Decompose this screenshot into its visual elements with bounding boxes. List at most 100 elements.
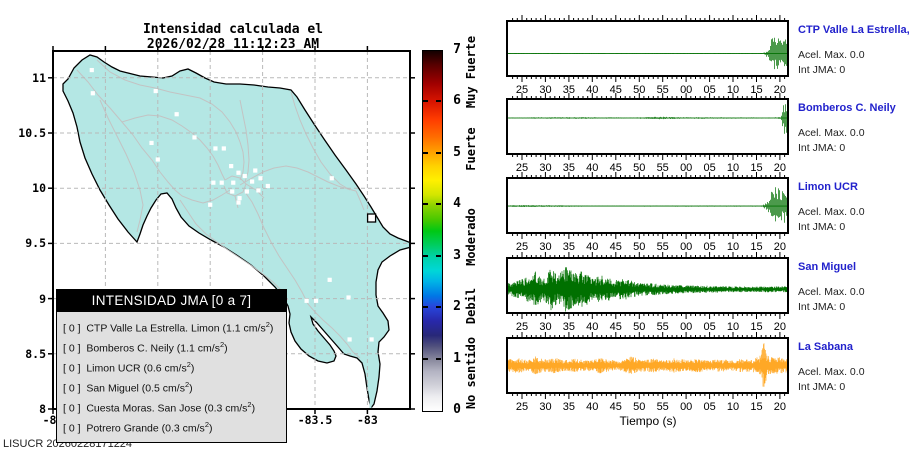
- road-line: [179, 199, 289, 301]
- station-marker: [256, 188, 261, 193]
- station-marker: [192, 135, 197, 140]
- time-tick-label: 05: [703, 401, 716, 413]
- waveform: [507, 104, 788, 134]
- station-marker: [219, 180, 224, 185]
- station-name: Bomberos C. Neily: [798, 102, 896, 114]
- seismogram-trace-plot: [506, 15, 789, 82]
- time-tick-label: 35: [562, 241, 576, 253]
- time-tick-label: 25: [515, 401, 529, 413]
- time-tick-label: 20: [773, 241, 787, 253]
- time-tick-label: 45: [609, 84, 622, 96]
- time-tick-label: 25: [515, 241, 529, 253]
- station-int-jma: Int JMA: 0: [798, 221, 846, 233]
- station-acel-max: Acel. Max. 0.0: [798, 127, 865, 139]
- station-marker: [236, 170, 241, 175]
- time-axis-labels: 25 30 35 40 45 50 55 00 05 10 15 20: [506, 241, 806, 254]
- station-marker: [346, 295, 351, 300]
- time-tick-label: 50: [633, 321, 646, 333]
- waveform: [507, 187, 788, 223]
- station-marker: [253, 168, 258, 173]
- time-tick-label: 40: [586, 401, 599, 413]
- time-axis-labels: 25 30 35 40 45 50 55 00 05 10 15 20: [506, 84, 806, 97]
- colorbar-number: 5: [453, 144, 461, 160]
- time-tick-label: 35: [562, 162, 576, 174]
- legend-station-list: [ 0 ] CTP Valle La Estrella. Limon (1.1 …: [57, 312, 286, 442]
- road-line: [121, 114, 226, 181]
- colorbar-tick: [436, 100, 441, 103]
- colorbar-label: Muy Fuerte: [464, 36, 478, 109]
- y-tick-label: 8: [39, 402, 46, 416]
- colorbar-number: 4: [453, 196, 461, 212]
- time-tick-label: 00: [680, 401, 693, 413]
- time-tick-label: 05: [703, 241, 716, 253]
- station-name: San Miguel: [798, 261, 857, 273]
- y-tick-label: 8.5: [25, 346, 46, 361]
- legend-item: [ 0 ] Potrero Grande (0.3 cm/s2): [63, 419, 213, 435]
- road-line: [99, 99, 144, 233]
- time-tick-label: 55: [656, 241, 669, 253]
- road-line: [96, 59, 245, 181]
- legend-item: [ 0 ] Limon UCR (0.6 cm/s2): [63, 359, 195, 375]
- colorbar-tick: [423, 100, 428, 103]
- station-marker: [236, 200, 241, 205]
- time-tick-label: 05: [703, 321, 716, 333]
- colorbar-tick: [423, 254, 428, 257]
- trace-frame: [506, 98, 789, 155]
- road-line: [239, 99, 250, 183]
- time-tick-label: 35: [562, 321, 576, 333]
- time-tick-label: 45: [609, 162, 622, 174]
- colorbar-number: 1: [453, 350, 461, 366]
- time-tick-label: 15: [750, 241, 763, 253]
- station-marker: [155, 157, 160, 162]
- trace-frame: [506, 20, 789, 77]
- station-acel-max: Acel. Max. 0.0: [798, 286, 865, 298]
- station-marker: [369, 337, 374, 342]
- waveform: [507, 343, 788, 387]
- time-tick-label: 50: [633, 401, 646, 413]
- time-tick-label: 55: [656, 84, 669, 96]
- station-name: CTP Valle La Estrella, L: [798, 24, 910, 36]
- station-marker: [329, 176, 334, 181]
- legend-item: [ 0 ] San Miguel (0.5 cm/s2): [63, 379, 193, 395]
- time-tick-label: 30: [539, 321, 552, 333]
- time-tick-label: 30: [539, 84, 552, 96]
- time-tick-label: 10: [726, 162, 740, 174]
- time-tick-label: 25: [515, 84, 529, 96]
- time-tick-label: 25: [515, 321, 529, 333]
- time-tick-label: 00: [680, 241, 693, 253]
- x-tick-label: -83.5: [297, 413, 333, 427]
- station-marker: [231, 180, 236, 185]
- time-tick-label: 10: [726, 84, 740, 96]
- station-marker: [90, 91, 95, 96]
- time-tick-label: 20: [773, 321, 787, 333]
- time-tick-label: 00: [680, 84, 693, 96]
- colorbar-number: 7: [453, 42, 461, 57]
- time-ticks: [512, 15, 786, 82]
- time-tick-label: 35: [562, 401, 576, 413]
- time-ticks: [512, 172, 786, 239]
- time-tick-label: 20: [773, 84, 787, 96]
- station-int-jma: Int JMA: 0: [798, 381, 846, 393]
- time-tick-label: 15: [750, 321, 763, 333]
- costa-rica-intensity-map: [48, 46, 415, 414]
- legend-item: [ 0 ] CTP Valle La Estrella. Limon (1.1 …: [63, 320, 274, 335]
- time-axis-labels: 25 30 35 40 45 50 55 00 05 10 15 20: [506, 401, 806, 414]
- colorbar-tick: [436, 254, 441, 257]
- colorbar-tick: [423, 203, 428, 206]
- map-title: Intensidad calculada el 2026/02/28_11:12…: [142, 22, 323, 52]
- colorbar-tick: [436, 306, 441, 309]
- colorbar-tick: [436, 357, 441, 360]
- colorbar-number: 0: [453, 402, 461, 417]
- station-marker: [327, 277, 332, 282]
- station-marker: [265, 183, 270, 189]
- station-name: La Sabana: [798, 341, 854, 353]
- time-tick-label: 55: [656, 321, 669, 333]
- station-name: Limon UCR: [798, 181, 858, 193]
- station-marker: [313, 298, 319, 303]
- waveform: [507, 37, 788, 70]
- time-tick-label: 30: [539, 162, 552, 174]
- road-line: [290, 91, 351, 191]
- station-marker: [237, 196, 242, 201]
- station-marker: [347, 337, 352, 342]
- station-int-jma: Int JMA: 0: [798, 301, 846, 313]
